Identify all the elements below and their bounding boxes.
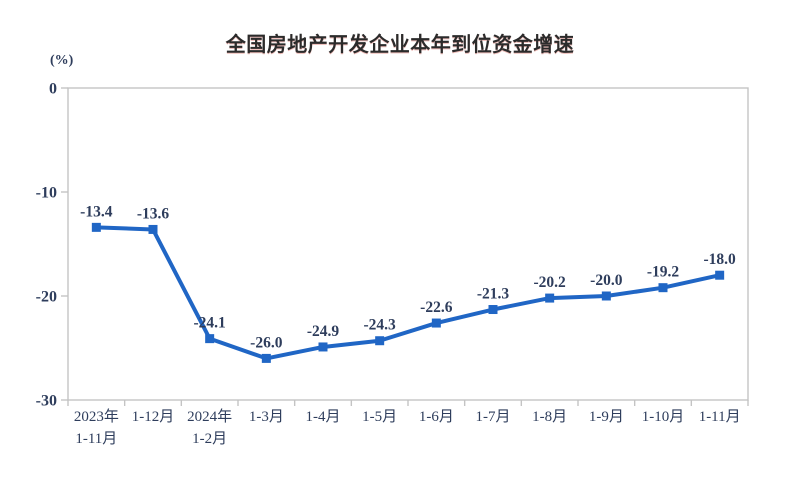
x-tick-label: 2024年 <box>187 408 232 425</box>
x-tick-label: 1-9月 <box>589 409 624 425</box>
data-point-label: -24.9 <box>307 323 340 340</box>
x-tick-label: 1-7月 <box>476 409 511 425</box>
data-point-label: -19.2 <box>647 264 680 281</box>
data-point-marker <box>91 222 101 232</box>
data-point-label: -22.6 <box>420 299 453 316</box>
y-tick-label: -30 <box>36 393 57 410</box>
data-point-label: -24.3 <box>364 317 397 334</box>
unit-label: (%) <box>50 53 74 68</box>
x-tick-label: 1-2月 <box>192 431 227 447</box>
data-point-label: -13.6 <box>137 205 170 222</box>
data-point-label: -20.2 <box>534 274 567 291</box>
x-tick-label: 1-11月 <box>75 431 117 447</box>
x-tick-label: 1-5月 <box>362 409 397 425</box>
data-point-label: -21.3 <box>477 286 510 303</box>
chart-title: 全国房地产开发企业本年到位资金增速 <box>225 34 575 56</box>
data-point-marker <box>488 305 498 315</box>
data-point-marker <box>545 293 555 303</box>
x-tick-label: 1-8月 <box>532 409 567 425</box>
data-point-label: -13.4 <box>80 203 113 220</box>
y-tick-label: 0 <box>49 81 57 98</box>
data-point-label: -20.0 <box>590 272 623 289</box>
x-tick-label: 1-6月 <box>419 409 454 425</box>
x-tick-label: 2023年 <box>74 408 119 425</box>
data-point-marker <box>431 318 441 328</box>
x-tick-label: 1-4月 <box>306 409 341 425</box>
data-point-label: -18.0 <box>704 251 737 268</box>
data-point-marker <box>715 270 725 280</box>
x-tick-label: 1-10月 <box>642 409 685 425</box>
data-point-marker <box>375 336 385 346</box>
data-point-marker <box>601 291 611 301</box>
data-point-label: -24.1 <box>194 315 226 332</box>
data-point-marker <box>148 224 158 234</box>
y-tick-label: -20 <box>36 289 57 306</box>
data-point-label: -26.0 <box>250 334 283 351</box>
data-series-line <box>94 225 722 361</box>
data-point-marker <box>261 353 271 363</box>
data-point-marker <box>205 334 215 344</box>
x-tick-label: 1-3月 <box>249 409 284 425</box>
data-point-marker <box>658 283 668 293</box>
plot-border <box>67 87 749 401</box>
y-tick-label: -10 <box>36 185 57 202</box>
x-tick-label: 1-11月 <box>699 409 741 425</box>
data-point-marker <box>318 342 328 352</box>
x-tick-label: 1-12月 <box>132 409 175 425</box>
